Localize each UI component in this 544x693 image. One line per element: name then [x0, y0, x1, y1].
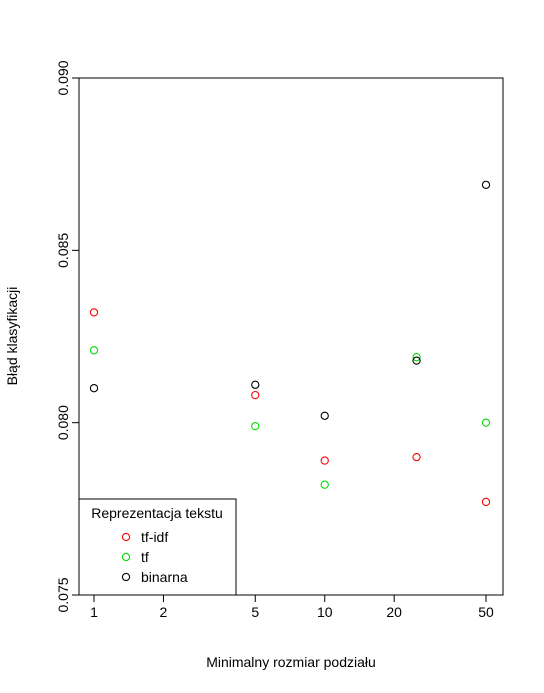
- data-point: [89, 384, 99, 393]
- x-tick-label: 5: [251, 604, 259, 620]
- data-point: [320, 411, 329, 420]
- legend-label: tf: [141, 549, 149, 565]
- legend-marker: [121, 532, 131, 542]
- y-tick-label: 0.080: [55, 405, 71, 440]
- data-point: [481, 180, 491, 189]
- data-point: [412, 452, 421, 462]
- y-tick-label: 0.090: [55, 60, 71, 95]
- data-point: [251, 390, 260, 400]
- plot-frame: [78, 77, 504, 596]
- legend-title: Reprezentacja tekstu: [91, 505, 223, 521]
- legend-label: binarna: [141, 569, 188, 585]
- data-point: [481, 497, 491, 507]
- data-point: [251, 380, 260, 389]
- series-tf: [89, 346, 491, 489]
- x-tick-label: 1: [90, 604, 98, 620]
- data-point: [412, 353, 421, 362]
- legend-label: tf-idf: [141, 529, 168, 545]
- y-axis-title: Błąd klasyfikacji: [4, 287, 20, 386]
- y-tick-label: 0.085: [55, 233, 71, 268]
- data-point: [320, 480, 329, 489]
- data-point: [89, 346, 99, 355]
- x-tick-label: 50: [478, 604, 494, 620]
- data-point: [89, 308, 99, 317]
- data-point: [251, 421, 260, 431]
- data-point: [412, 356, 421, 365]
- data-point: [481, 418, 491, 427]
- legend-box: [78, 498, 237, 596]
- data-point: [320, 456, 329, 465]
- x-tick-label: 20: [386, 604, 402, 620]
- x-axis-title: Minimalny rozmiar podziału: [206, 654, 376, 670]
- y-tick-label: 0.075: [55, 577, 71, 612]
- x-tick-label: 2: [160, 604, 168, 620]
- plot-area: [89, 180, 491, 507]
- legend-marker: [121, 572, 131, 582]
- x-tick-label: 10: [317, 604, 333, 620]
- legend: Reprezentacja tekstu tf-idf tf binarna: [78, 498, 237, 596]
- axes: 1 2 5 10 20 50 0.075 0.080 0.085 0.090: [55, 60, 504, 620]
- legend-marker: [121, 552, 131, 562]
- series-tf-idf: [89, 308, 491, 507]
- series-binarna: [89, 180, 491, 420]
